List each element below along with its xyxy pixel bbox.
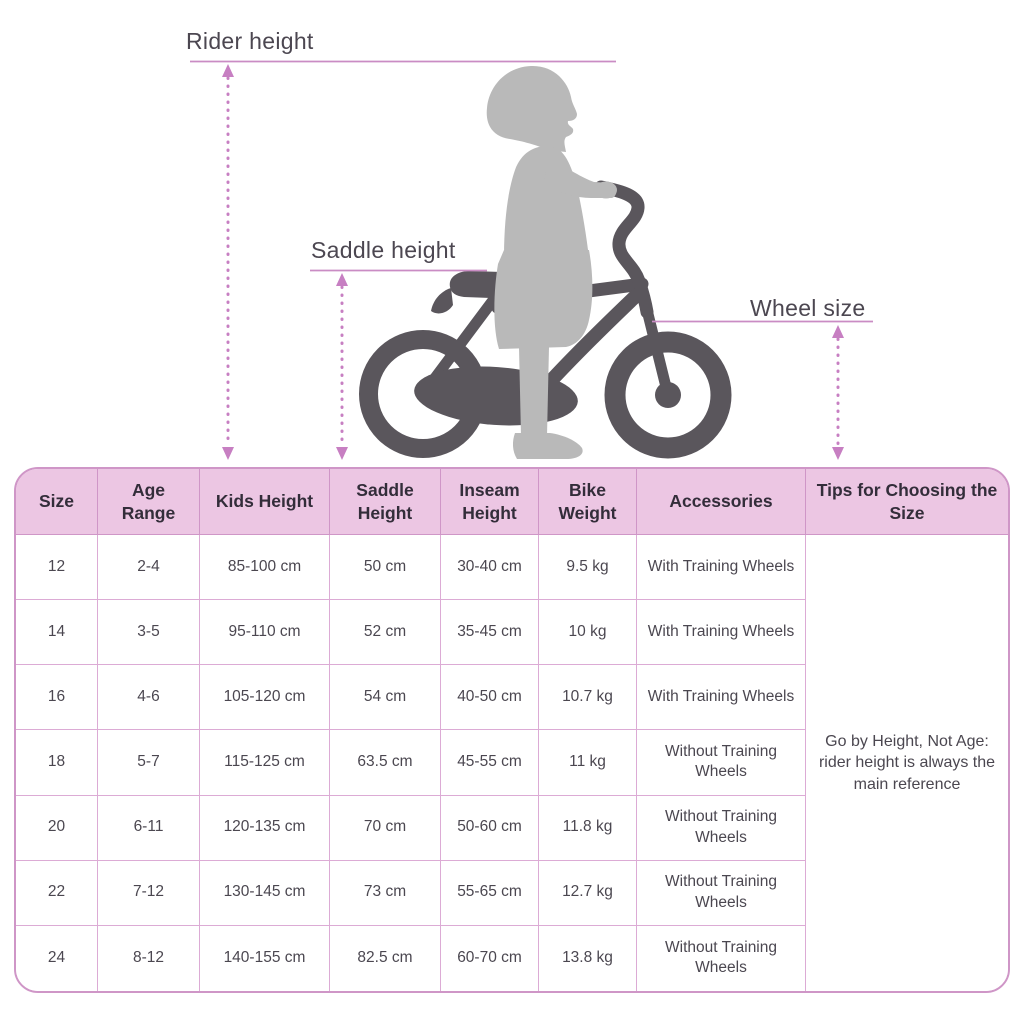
cell-kids-height: 115-125 cm — [200, 730, 330, 796]
cell-accessories: Without Training Wheels — [637, 795, 806, 861]
saddle-height-arrow — [310, 269, 487, 460]
cell-inseam-height: 30-40 cm — [441, 535, 539, 601]
cell-size: 14 — [16, 600, 98, 666]
wheel-size-label: Wheel size — [750, 295, 866, 321]
cell-accessories: With Training Wheels — [637, 665, 806, 731]
cell-kids-height: 140-155 cm — [200, 925, 330, 991]
child-hand — [595, 181, 617, 199]
cell-kids-height: 85-100 cm — [200, 535, 330, 601]
column-header-saddle-height: Saddle Height — [330, 469, 441, 535]
cell-bike-weight: 11.8 kg — [539, 795, 637, 861]
bike-size-table: Size Age Range Kids Height Saddle Height… — [14, 467, 1010, 993]
cell-size: 22 — [16, 860, 98, 926]
cell-saddle-height: 52 cm — [330, 600, 441, 666]
cell-size: 16 — [16, 665, 98, 731]
child-head — [486, 65, 577, 152]
cell-size: 18 — [16, 730, 98, 796]
column-header-bike-weight: Bike Weight — [539, 469, 637, 535]
child-leg — [519, 347, 549, 436]
cell-age-range: 2-4 — [98, 535, 200, 601]
cell-inseam-height: 35-45 cm — [441, 600, 539, 666]
cell-age-range: 3-5 — [98, 600, 200, 666]
cell-kids-height: 130-145 cm — [200, 860, 330, 926]
cell-saddle-height: 73 cm — [330, 860, 441, 926]
saddle-height-label: Saddle height — [311, 237, 456, 263]
rider-height-arrow — [190, 60, 616, 460]
cell-bike-weight: 9.5 kg — [539, 535, 637, 601]
cell-saddle-height: 70 cm — [330, 795, 441, 861]
column-header-kids-height: Kids Height — [200, 469, 330, 535]
cell-accessories: Without Training Wheels — [637, 730, 806, 796]
cell-bike-weight: 13.8 kg — [539, 925, 637, 991]
cell-bike-weight: 10 kg — [539, 600, 637, 666]
column-header-accessories: Accessories — [637, 469, 806, 535]
scene-illustration — [190, 60, 873, 460]
cell-saddle-height: 82.5 cm — [330, 925, 441, 991]
cell-kids-height: 105-120 cm — [200, 665, 330, 731]
cell-inseam-height: 50-60 cm — [441, 795, 539, 861]
cell-bike-weight: 11 kg — [539, 730, 637, 796]
column-header-size: Size — [16, 469, 98, 535]
child-torso — [504, 146, 589, 258]
cell-size: 20 — [16, 795, 98, 861]
rider-height-label: Rider height — [186, 28, 314, 54]
child-shorts — [494, 250, 593, 349]
cell-age-range: 8-12 — [98, 925, 200, 991]
cell-size: 12 — [16, 535, 98, 601]
cell-bike-weight: 10.7 kg — [539, 665, 637, 731]
cell-size: 24 — [16, 925, 98, 991]
cell-saddle-height: 63.5 cm — [330, 730, 441, 796]
column-header-tips: Tips for Choosing the Size — [806, 469, 1008, 535]
cell-age-range: 6-11 — [98, 795, 200, 861]
tips-note: Go by Height, Not Age: rider height is a… — [806, 535, 1008, 991]
cell-saddle-height: 54 cm — [330, 665, 441, 731]
cell-saddle-height: 50 cm — [330, 535, 441, 601]
child-shoe — [512, 433, 583, 459]
column-header-age-range: Age Range — [98, 469, 200, 535]
child-silhouette — [486, 65, 617, 459]
cell-inseam-height: 45-55 cm — [441, 730, 539, 796]
cell-age-range: 4-6 — [98, 665, 200, 731]
cell-accessories: Without Training Wheels — [637, 860, 806, 926]
cell-accessories: Without Training Wheels — [637, 925, 806, 991]
cell-age-range: 7-12 — [98, 860, 200, 926]
cell-inseam-height: 40-50 cm — [441, 665, 539, 731]
cell-bike-weight: 12.7 kg — [539, 860, 637, 926]
cell-accessories: With Training Wheels — [637, 600, 806, 666]
cell-kids-height: 95-110 cm — [200, 600, 330, 666]
cell-age-range: 5-7 — [98, 730, 200, 796]
cell-accessories: With Training Wheels — [637, 535, 806, 601]
cell-kids-height: 120-135 cm — [200, 795, 330, 861]
cell-inseam-height: 60-70 cm — [441, 925, 539, 991]
wheel-size-arrow — [652, 320, 873, 460]
column-header-inseam-height: Inseam Height — [441, 469, 539, 535]
cell-inseam-height: 55-65 cm — [441, 860, 539, 926]
